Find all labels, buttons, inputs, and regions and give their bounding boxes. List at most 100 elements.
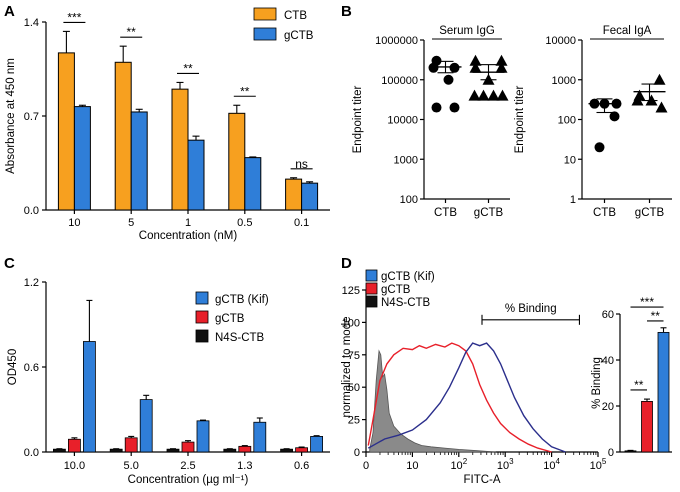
bar-gctb-1 xyxy=(187,139,205,211)
y-tick-label-40: 40 xyxy=(602,355,614,367)
bar-n4s-ctb-10-0 xyxy=(53,448,66,453)
bar-gctb-kif--2-5 xyxy=(196,420,210,453)
bar-n4s-ctb-2-5 xyxy=(166,448,180,453)
significance-0-5: ** xyxy=(240,84,250,98)
x-tick-label-2: 102 xyxy=(450,457,467,472)
bar-gctb-10 xyxy=(73,106,91,211)
legend-swatch-ctb xyxy=(253,7,277,21)
significance-n4s-vs-kif: *** xyxy=(640,295,654,309)
legend-label-gctb: gCTB xyxy=(284,30,314,42)
y-axis-label: OD450 xyxy=(7,349,19,385)
bar-gctb-0-6 xyxy=(295,447,309,453)
x-tick-label-0-1: 0.1 xyxy=(294,217,309,229)
legend-label-gctb-kif-: gCTB (Kif) xyxy=(215,294,269,306)
histogram-n4s-ctb xyxy=(369,349,496,453)
bar-n4s-ctb-1-3 xyxy=(223,448,237,453)
x-tick-label-0-6: 0.6 xyxy=(294,460,309,472)
chart-b-serum: 100 1000 10000 100000 1000000 Endpoint titer S… xyxy=(352,25,510,219)
legend-swatch-n4s-ctb xyxy=(195,329,209,343)
y-tick-label-0: 0 xyxy=(608,447,614,459)
chart-c: 0.0 0.6 1.2 OD450 Concentration (µg ml⁻¹) 10.… xyxy=(7,277,330,486)
bar-n4s-ctb xyxy=(624,450,637,453)
point-gctb-0 xyxy=(653,73,666,85)
panel-label-a: A xyxy=(4,3,15,20)
x-tick-label-3: 103 xyxy=(497,457,514,472)
bar-ctb-5 xyxy=(114,61,132,211)
bar-gctb-kif--5-0 xyxy=(139,399,153,453)
chart-a: 0.0 0.7 1.4 Absorbance at 450 nm Concentrati… xyxy=(5,7,330,242)
bar-gctb-2-5 xyxy=(181,441,195,453)
x-tick-exponent-5: 5 xyxy=(602,457,607,466)
point-ctb-5 xyxy=(449,102,460,113)
legend-swatch-gctb-kif- xyxy=(365,269,378,282)
bar-gctb-0-5 xyxy=(244,157,262,211)
y-axis-label: normalized to mode xyxy=(341,317,353,418)
bar-gctb-kif- xyxy=(657,331,670,453)
point-gctb-2 xyxy=(469,61,482,73)
y-tick-label-100000: 100000 xyxy=(381,75,418,87)
bar-ctb-0-1 xyxy=(285,178,303,211)
x-tick-label-0-5: 0.5 xyxy=(237,217,252,229)
significance-1: ** xyxy=(183,61,193,75)
bar-gctb xyxy=(641,400,653,453)
y-tick-label-125: 125 xyxy=(342,285,360,297)
bar-gctb-0-1 xyxy=(301,182,319,211)
y-tick-label-10000: 10000 xyxy=(545,35,576,47)
binding-bracket-label: % Binding xyxy=(505,303,557,315)
point-ctb-4 xyxy=(594,142,605,153)
y-tick-label-1000000: 1000000 xyxy=(375,35,418,47)
x-tick-label-ctb: CTB xyxy=(593,207,616,219)
x-axis-label: FITC-A xyxy=(463,474,500,486)
point-gctb-5 xyxy=(468,89,481,101)
legend-label-ctb: CTB xyxy=(284,10,307,22)
legend-swatch-gctb-kif- xyxy=(195,291,209,305)
legend-swatch-gctb xyxy=(253,27,277,41)
point-gctb-3 xyxy=(631,94,644,106)
x-tick-label-10-0: 10.0 xyxy=(64,460,85,472)
point-ctb-1 xyxy=(428,62,439,73)
bar-ctb-0-5 xyxy=(228,112,246,211)
point-gctb-6 xyxy=(477,89,490,101)
y-tick-label-20: 20 xyxy=(602,401,614,413)
y-tick-label-75: 75 xyxy=(348,350,360,362)
x-tick-label-ctb: CTB xyxy=(434,207,457,219)
bar-gctb-5 xyxy=(130,111,148,211)
point-gctb-3 xyxy=(495,61,508,73)
x-tick-exponent-3: 3 xyxy=(509,457,514,466)
y-tick-label-0-0: 0.0 xyxy=(24,205,39,217)
x-tick-label-10: 10 xyxy=(68,217,80,229)
y-tick-label-10000: 10000 xyxy=(387,115,418,127)
point-ctb-3 xyxy=(609,111,620,122)
significance-10: *** xyxy=(67,10,81,24)
legend-swatch-gctb xyxy=(365,282,378,295)
bar-n4s-ctb-0-6 xyxy=(280,448,294,453)
bar-gctb-1-3 xyxy=(238,445,252,453)
y-tick-label-0: 0 xyxy=(354,447,360,459)
x-tick-label-5: 5 xyxy=(128,217,134,229)
y-tick-label-1000: 1000 xyxy=(552,75,576,87)
legend-label-n4s-ctb: N4S-CTB xyxy=(381,297,431,309)
panel-label-d: D xyxy=(341,255,352,272)
y-axis-label: Absorbance at 450 nm xyxy=(5,58,17,174)
significance-gctb-vs-kif: ** xyxy=(651,309,661,323)
x-tick-label-4: 104 xyxy=(543,457,560,472)
x-tick-label-1: 10 xyxy=(406,460,418,472)
y-tick-label-25: 25 xyxy=(348,415,360,427)
histogram-gctb-kif- xyxy=(367,342,566,453)
legend-swatch-n4s-ctb xyxy=(365,295,378,308)
bar-gctb-kif--1-3 xyxy=(253,421,267,453)
x-tick-label-gctb: gCTB xyxy=(635,207,665,219)
significance-5: ** xyxy=(127,25,137,39)
x-tick-label-1-3: 1.3 xyxy=(237,460,252,472)
legend-label-gctb: gCTB xyxy=(381,284,411,296)
chart-b-fecal: 1 10 100 1000 10000 Endpoint titer Fecal IgA CT… xyxy=(514,25,672,219)
bar-ctb-1 xyxy=(171,88,189,211)
y-axis-label: Endpoint titer xyxy=(514,85,526,153)
y-tick-label-100: 100 xyxy=(342,317,360,329)
legend-label-n4s-ctb: N4S-CTB xyxy=(215,332,265,344)
y-axis-label: Endpoint titer xyxy=(352,85,364,153)
x-tick-label-gctb: gCTB xyxy=(474,207,504,219)
panel-label-b: B xyxy=(341,3,352,20)
bar-n4s-ctb-5-0 xyxy=(109,448,123,453)
